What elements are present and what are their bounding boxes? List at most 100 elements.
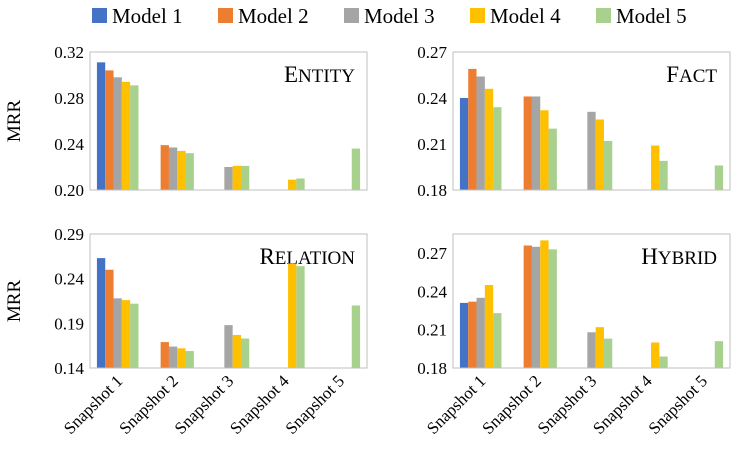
bar-model-5-snapshot-4 <box>659 160 668 190</box>
bar-model-5-snapshot-5 <box>714 341 724 368</box>
x-tick-label: Snapshot 5 <box>282 371 349 438</box>
y-tick-label: 0.28 <box>54 89 84 108</box>
x-tick-label: Snapshot 4 <box>589 371 656 438</box>
bar-model-5-snapshot-3 <box>240 165 250 190</box>
bar-model-1-snapshot-1 <box>459 302 469 368</box>
bar-model-3-snapshot-3 <box>224 167 233 190</box>
panel-title: HYBRID <box>641 244 717 269</box>
bar-model-4-snapshot-3 <box>595 327 604 368</box>
legend-label-model-3: Model 3 <box>364 4 435 28</box>
bar-model-4-snapshot-1 <box>484 285 494 368</box>
y-tick-label: 0.21 <box>417 321 447 340</box>
bar-model-5-snapshot-2 <box>548 128 557 190</box>
bar-model-3-snapshot-1 <box>113 77 122 190</box>
bar-model-5-snapshot-2 <box>548 249 557 368</box>
bar-model-3-snapshot-1 <box>476 297 485 368</box>
bar-model-3-snapshot-1 <box>476 76 485 190</box>
legend-label-model-1: Model 1 <box>112 4 183 28</box>
x-tick-label: Snapshot 5 <box>645 371 712 438</box>
bar-model-4-snapshot-3 <box>232 334 241 368</box>
bar-model-1-snapshot-1 <box>459 98 469 190</box>
bar-model-2-snapshot-2 <box>523 245 532 368</box>
bar-model-1-snapshot-1 <box>96 62 106 190</box>
bar-model-5-snapshot-2 <box>185 351 194 368</box>
x-tick-label: Snapshot 2 <box>115 371 182 438</box>
bar-model-3-snapshot-2 <box>531 96 541 190</box>
bar-model-2-snapshot-1 <box>105 269 114 368</box>
legend-swatch-model-5 <box>596 8 611 23</box>
legend-label-model-2: Model 2 <box>238 4 309 28</box>
bar-model-5-snapshot-2 <box>185 153 194 190</box>
bar-model-3-snapshot-3 <box>224 325 233 368</box>
bar-model-5-snapshot-4 <box>296 266 305 368</box>
y-tick-label: 0.29 <box>54 225 84 244</box>
bar-model-5-snapshot-3 <box>603 140 613 190</box>
bar-model-1-snapshot-1 <box>96 258 106 368</box>
x-tick-label: Snapshot 4 <box>226 371 293 438</box>
bar-model-5-snapshot-3 <box>603 338 613 368</box>
x-tick-label: Snapshot 1 <box>60 371 127 438</box>
panels: 0.200.240.280.32MRRENTITY0.180.210.240.2… <box>4 43 731 438</box>
legend-swatch-model-3 <box>344 8 359 23</box>
y-tick-label: 0.24 <box>54 270 84 289</box>
panel-entity: 0.20 0.24 0.28 0.32 MRR ENTITY <box>4 43 368 200</box>
y-tick-label: 0.27 <box>417 43 447 62</box>
bar-model-3-snapshot-3 <box>587 111 596 190</box>
bar-model-4-snapshot-2 <box>177 150 186 190</box>
panel-hybrid: 0.18 0.21 0.24 0.27 HYBRID Snapshot 1 Snapshot… <box>417 233 731 438</box>
bar-model-4-snapshot-3 <box>595 119 604 190</box>
y-tick-label: 0.14 <box>54 359 84 378</box>
y-axis-title: MRR <box>4 100 25 143</box>
bar-model-2-snapshot-2 <box>523 96 532 190</box>
bar-model-4-snapshot-1 <box>121 81 131 190</box>
bar-model-4-snapshot-2 <box>540 240 549 368</box>
bar-model-5-snapshot-4 <box>659 356 668 368</box>
bar-model-2-snapshot-1 <box>468 68 477 190</box>
x-tick-label: Snapshot 3 <box>534 371 601 438</box>
bar-model-5-snapshot-1 <box>130 85 139 190</box>
panel-title: RELATION <box>259 244 355 269</box>
legend-swatch-model-4 <box>470 8 485 23</box>
bar-model-4-snapshot-4 <box>288 179 297 190</box>
bar-model-2-snapshot-2 <box>160 342 169 368</box>
bar-model-3-snapshot-2 <box>168 346 178 368</box>
bar-model-4-snapshot-1 <box>121 300 131 368</box>
bar-model-5-snapshot-1 <box>130 303 139 368</box>
legend-label-model-4: Model 4 <box>490 4 561 28</box>
bar-model-4-snapshot-4 <box>651 342 660 368</box>
y-tick-label: 0.20 <box>54 181 84 200</box>
y-tick-label: 0.18 <box>417 359 447 378</box>
bar-model-5-snapshot-4 <box>296 178 305 190</box>
bar-model-5-snapshot-3 <box>240 338 250 368</box>
panel-fact: 0.18 0.21 0.24 0.27 FACT <box>417 43 731 200</box>
y-tick-label: 0.27 <box>417 244 447 263</box>
bar-model-5-snapshot-5 <box>351 148 361 190</box>
bar-model-4-snapshot-4 <box>651 145 660 190</box>
bar-model-3-snapshot-3 <box>587 332 596 368</box>
bar-model-5-snapshot-1 <box>493 107 502 190</box>
bar-model-5-snapshot-5 <box>351 305 361 368</box>
legend-label-model-5: Model 5 <box>616 4 687 28</box>
bar-model-3-snapshot-2 <box>168 147 178 190</box>
legend-swatch-model-2 <box>218 8 233 23</box>
bar-model-5-snapshot-5 <box>714 165 724 190</box>
x-tick-label: Snapshot 1 <box>423 371 490 438</box>
bar-model-4-snapshot-2 <box>177 348 186 368</box>
bar-model-3-snapshot-2 <box>531 246 541 368</box>
x-tick-label: Snapshot 3 <box>171 371 238 438</box>
y-tick-label: 0.19 <box>54 314 84 333</box>
y-tick-label: 0.24 <box>54 135 84 154</box>
y-tick-label: 0.21 <box>417 135 447 154</box>
bar-model-4-snapshot-2 <box>540 110 549 190</box>
bar-model-2-snapshot-1 <box>468 301 477 368</box>
panel-title: FACT <box>666 62 717 87</box>
bar-model-4-snapshot-4 <box>288 263 297 368</box>
bar-model-5-snapshot-1 <box>493 313 502 368</box>
y-axis-title: MRR <box>4 280 25 323</box>
y-tick-label: 0.24 <box>417 282 447 301</box>
y-tick-label: 0.32 <box>54 43 84 62</box>
panel-title: ENTITY <box>284 62 355 87</box>
y-tick-label: 0.24 <box>417 89 447 108</box>
y-tick-label: 0.18 <box>417 181 447 200</box>
